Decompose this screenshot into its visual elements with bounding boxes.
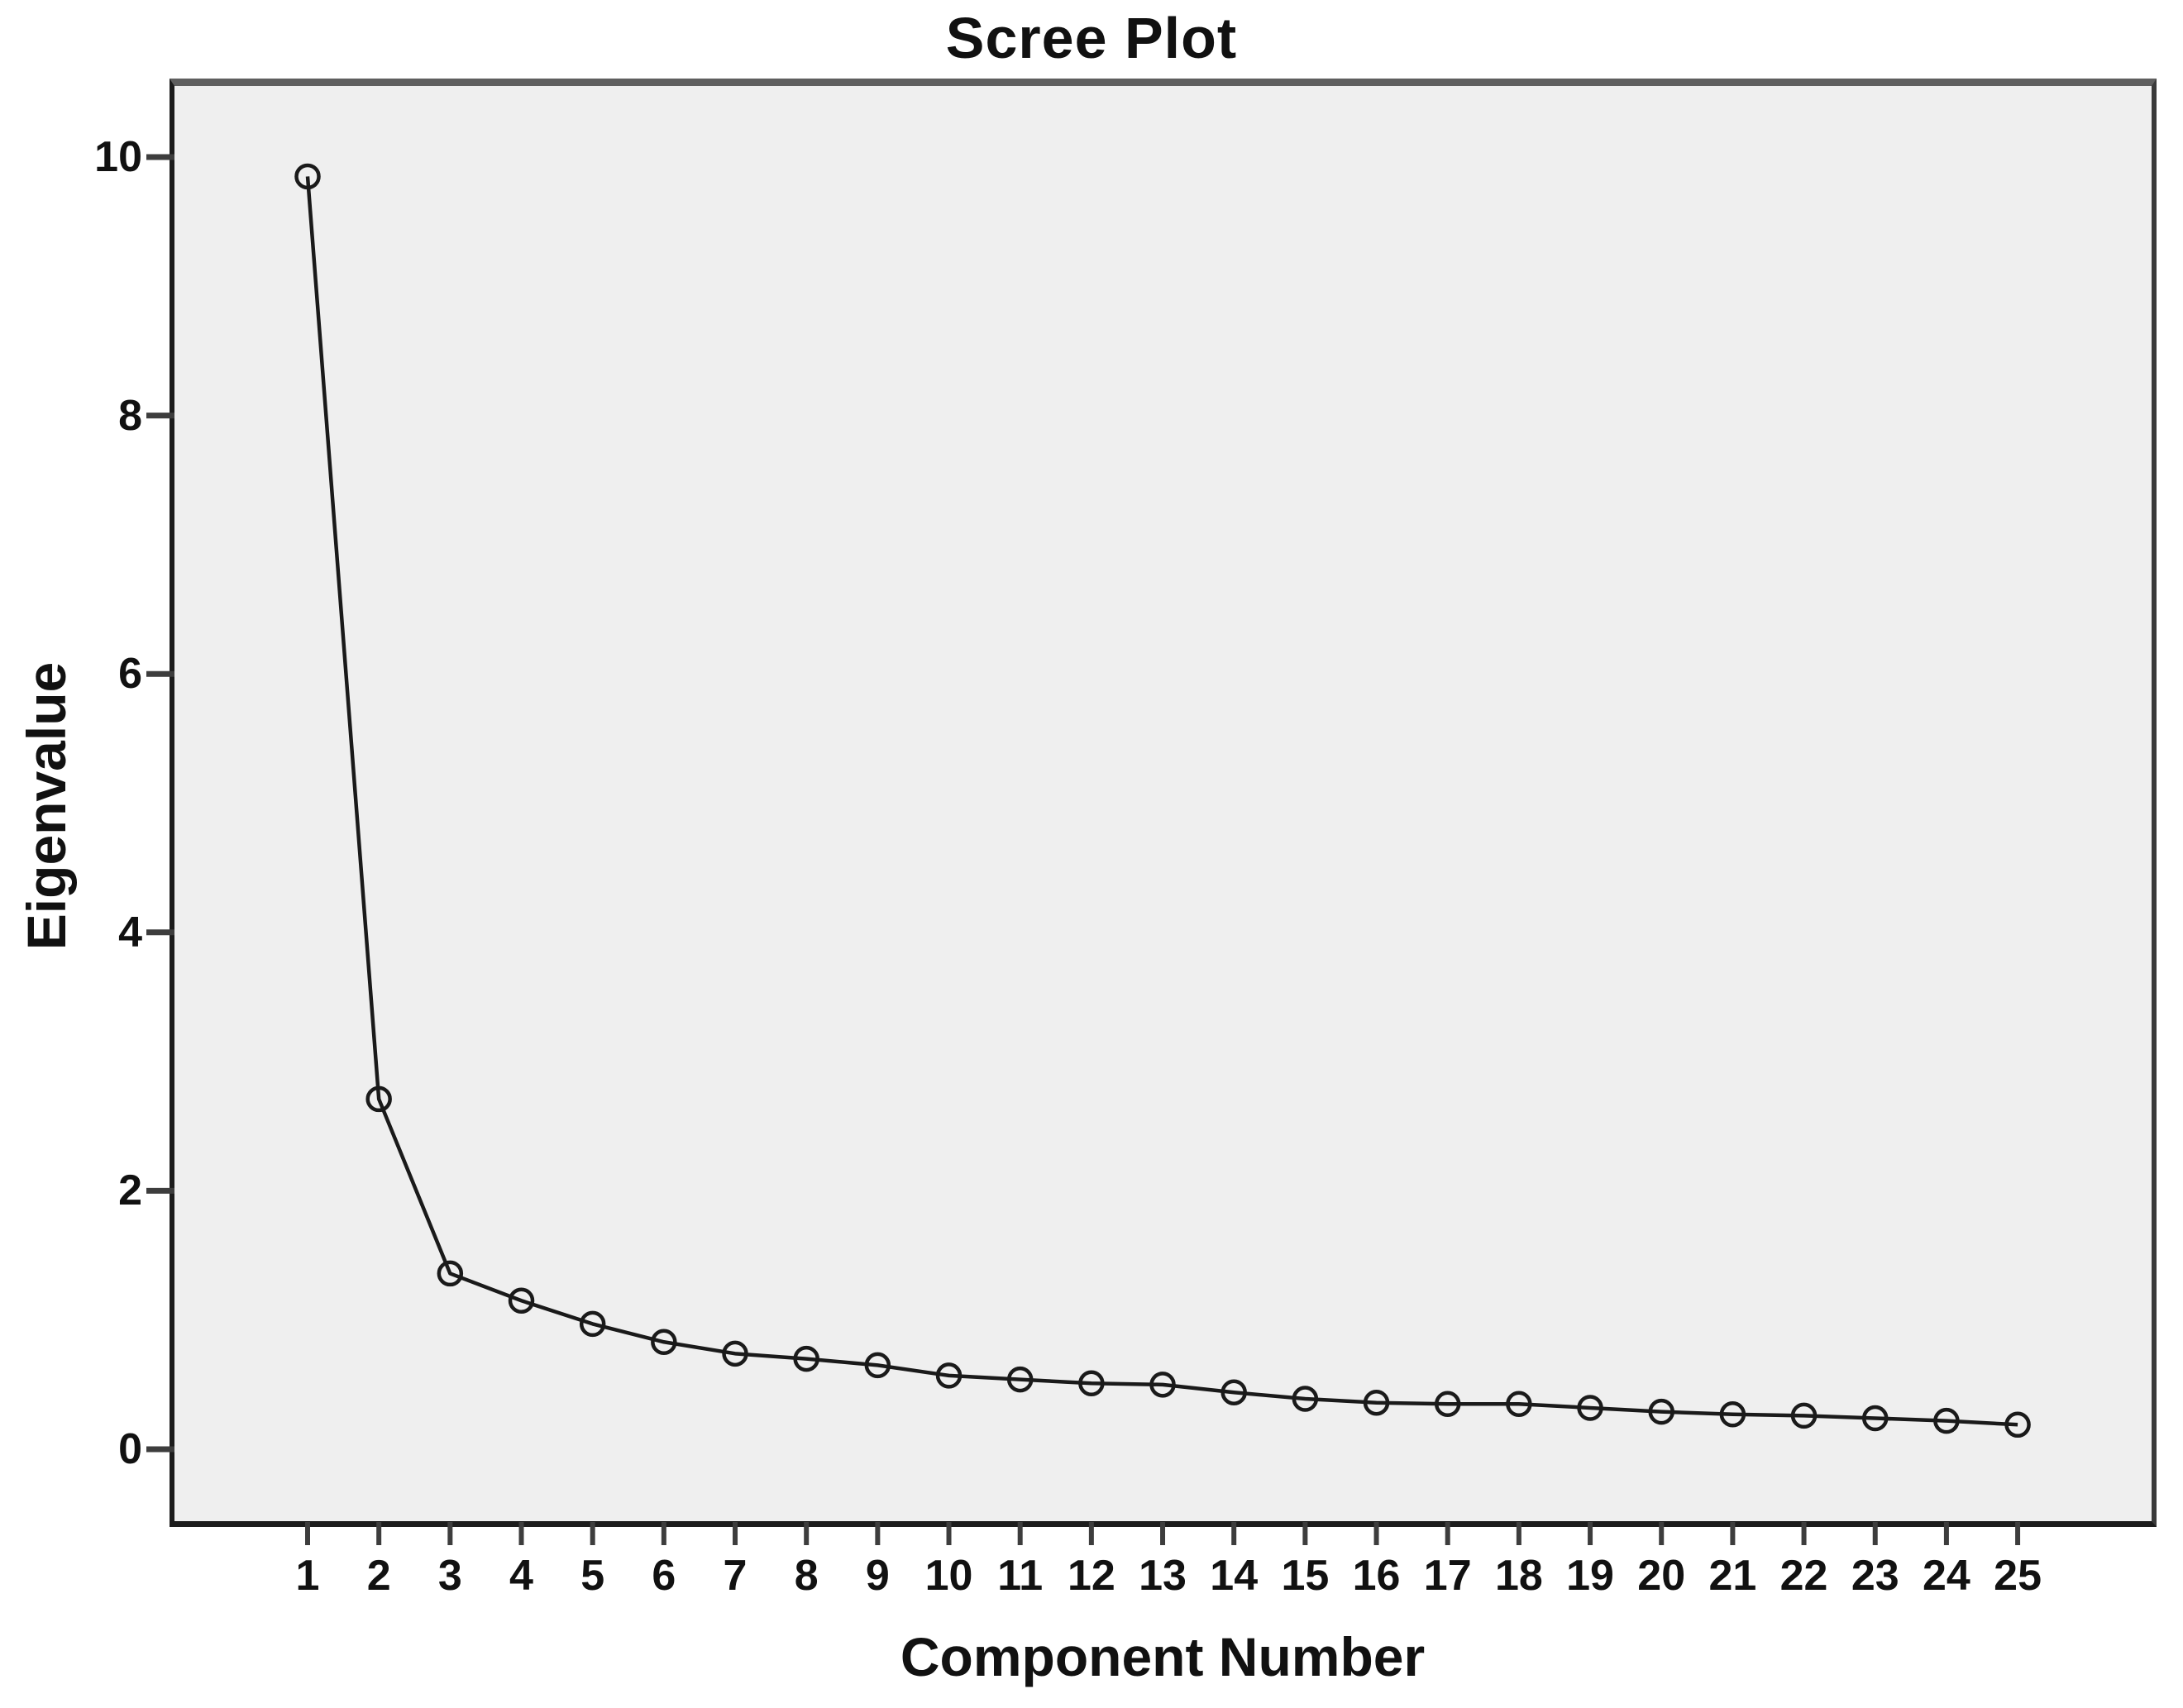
x-tick-label: 8 — [794, 1552, 819, 1600]
x-tick-label: 5 — [580, 1552, 605, 1600]
x-tick-label: 13 — [1139, 1552, 1187, 1600]
y-tick-label: 10 — [94, 133, 142, 181]
y-tick-label: 4 — [118, 908, 142, 957]
y-tick-label: 2 — [118, 1166, 142, 1215]
x-tick-label: 19 — [1566, 1552, 1614, 1600]
x-tick-label: 6 — [652, 1552, 676, 1600]
y-tick-label: 8 — [118, 391, 142, 440]
x-tick-label: 2 — [366, 1552, 391, 1600]
x-tick-label: 24 — [1922, 1552, 1970, 1600]
x-tick-label: 7 — [723, 1552, 748, 1600]
x-tick-label: 11 — [997, 1552, 1044, 1600]
x-tick-label: 20 — [1637, 1552, 1686, 1600]
x-axis-title: Component Number — [900, 1626, 1426, 1687]
x-tick-label: 15 — [1281, 1552, 1330, 1600]
x-tick-label: 17 — [1423, 1552, 1472, 1600]
x-tick-label: 23 — [1851, 1552, 1899, 1600]
x-tick-label: 4 — [509, 1552, 533, 1600]
x-tick-label: 25 — [1994, 1552, 2042, 1600]
x-tick-label: 12 — [1067, 1552, 1115, 1600]
x-tick-label: 9 — [865, 1552, 890, 1600]
y-axis-title: Eigenvalue — [16, 661, 77, 951]
y-tick-label: 6 — [118, 650, 142, 699]
x-tick-label: 1 — [295, 1552, 320, 1600]
x-tick-label: 10 — [924, 1552, 973, 1600]
x-tick-label: 18 — [1494, 1552, 1543, 1600]
x-tick-label: 14 — [1210, 1552, 1259, 1600]
plot-area — [170, 79, 2157, 1527]
x-tick-label: 22 — [1779, 1552, 1828, 1600]
y-tick-label: 0 — [118, 1425, 142, 1473]
x-tick-label: 21 — [1708, 1552, 1757, 1600]
chart-title: Scree Plot — [945, 6, 1238, 70]
x-tick-label: 3 — [437, 1552, 462, 1600]
x-tick-label: 16 — [1352, 1552, 1401, 1600]
